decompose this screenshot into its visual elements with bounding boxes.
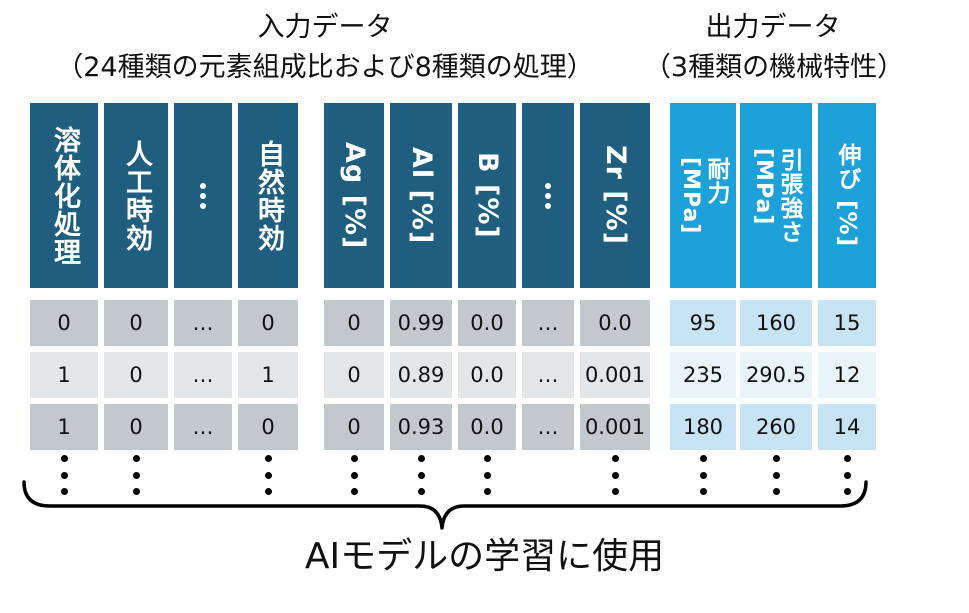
table-cell: 14 xyxy=(818,404,876,450)
header-elongation: 伸び [%] xyxy=(818,103,876,288)
output-data-subtitle: （3種類の機械特性） xyxy=(643,52,905,83)
table-cell: 0 xyxy=(104,300,168,346)
table-cell: 0 xyxy=(324,404,384,450)
table-cell: 0 xyxy=(30,300,98,346)
header-solution-treatment-label: 溶体化処理 xyxy=(49,125,80,266)
table-cell: 0.001 xyxy=(580,352,650,398)
table-cell: 0.99 xyxy=(390,300,452,346)
table-cell: 0.89 xyxy=(390,352,452,398)
vertical-ellipsis-icon xyxy=(200,182,206,209)
table-cell: 0.0 xyxy=(458,404,516,450)
table-cell: 0.0 xyxy=(458,352,516,398)
proof-stress-unit: [MPa] xyxy=(678,156,703,235)
vertical-ellipsis-icon xyxy=(545,182,551,209)
table-cell: … xyxy=(522,352,574,398)
proof-stress-name: 耐力 xyxy=(703,156,729,205)
table-cell: … xyxy=(522,300,574,346)
more-rows-dots-icon xyxy=(770,455,782,495)
tensile-strength-name: 引張強さ xyxy=(776,147,802,244)
table-cell: … xyxy=(522,404,574,450)
input-data-subtitle: （24種類の元素組成比および8種類の処理） xyxy=(56,52,594,83)
more-rows-dots-icon xyxy=(697,455,709,495)
header-proof-stress: 耐力 [MPa] xyxy=(670,103,736,288)
more-rows-dots-icon xyxy=(841,455,853,495)
header-proof-stress-label: 耐力 [MPa] xyxy=(677,157,729,234)
table-cell: 0.001 xyxy=(580,404,650,450)
caption: AIモデルの学習に使用 xyxy=(304,536,665,577)
table-cell: 0 xyxy=(104,404,168,450)
header-b-label: B [%] xyxy=(472,152,503,239)
table-cell: … xyxy=(174,404,232,450)
header-ag: Ag [%] xyxy=(324,103,384,288)
tensile-strength-unit: [MPa] xyxy=(751,147,776,225)
header-zr-label: Zr [%] xyxy=(600,145,631,246)
header-ellipsis-1 xyxy=(174,103,232,288)
table-cell: 1 xyxy=(30,352,98,398)
output-data-title: 出力データ xyxy=(705,12,841,43)
table-cell: 1 xyxy=(238,352,298,398)
header-tensile-strength-label: 引張強さ [MPa] xyxy=(750,148,802,244)
table-cell: 0.0 xyxy=(580,300,650,346)
header-tensile-strength: 引張強さ [MPa] xyxy=(740,103,812,288)
header-artificial-aging-label: 人工時効 xyxy=(121,139,152,252)
header-al-label: Al [%] xyxy=(406,146,437,245)
table-cell: … xyxy=(174,352,232,398)
table-cell: 0 xyxy=(104,352,168,398)
table-cell: 0 xyxy=(238,404,298,450)
more-rows-dots-icon xyxy=(262,455,274,495)
more-rows-dots-icon xyxy=(130,455,142,495)
table-cell: 0.93 xyxy=(390,404,452,450)
header-natural-aging: 自然時効 xyxy=(238,103,298,288)
header-natural-aging-label: 自然時効 xyxy=(253,139,284,252)
more-rows-dots-icon xyxy=(415,455,427,495)
header-ag-label: Ag [%] xyxy=(339,141,370,250)
header-solution-treatment: 溶体化処理 xyxy=(30,103,98,288)
header-al: Al [%] xyxy=(390,103,452,288)
header-ellipsis-2 xyxy=(522,103,574,288)
more-rows-dots-icon xyxy=(58,455,70,495)
table-cell: 1 xyxy=(30,404,98,450)
table-cell: 160 xyxy=(740,300,812,346)
table-cell: … xyxy=(174,300,232,346)
input-data-title: 入力データ xyxy=(257,12,393,43)
table-cell: 15 xyxy=(818,300,876,346)
table-cell: 260 xyxy=(740,404,812,450)
header-elongation-label: 伸び [%] xyxy=(834,143,860,248)
table-cell: 0.0 xyxy=(458,300,516,346)
table-cell: 0 xyxy=(324,300,384,346)
table-cell: 0 xyxy=(238,300,298,346)
more-rows-dots-icon xyxy=(481,455,493,495)
header-b: B [%] xyxy=(458,103,516,288)
more-rows-dots-icon xyxy=(609,455,621,495)
table-cell: 12 xyxy=(818,352,876,398)
header-zr: Zr [%] xyxy=(580,103,650,288)
table-cell: 95 xyxy=(670,300,736,346)
more-rows-dots-icon xyxy=(348,455,360,495)
table-cell: 290.5 xyxy=(740,352,812,398)
table-cell: 0 xyxy=(324,352,384,398)
table-cell: 235 xyxy=(670,352,736,398)
table-cell: 180 xyxy=(670,404,736,450)
header-artificial-aging: 人工時効 xyxy=(104,103,168,288)
